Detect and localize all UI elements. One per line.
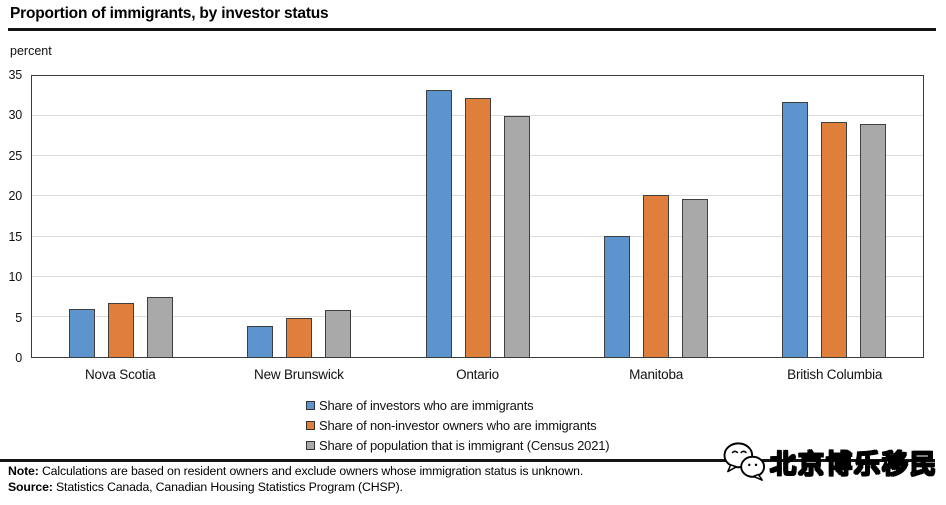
footer-rule [0, 459, 935, 462]
bar [464, 98, 491, 357]
legend-swatch [306, 440, 315, 450]
x-tick-label: Manitoba [629, 367, 684, 382]
y-tick-label: 35 [8, 68, 22, 82]
y-axis-unit-label: percent [10, 44, 52, 58]
note-text: Calculations are based on resident owner… [38, 464, 584, 478]
legend-label: Share of investors who are immigrants [319, 397, 534, 413]
bar [108, 303, 135, 357]
y-tick-label: 20 [8, 189, 22, 204]
y-tick-label: 25 [8, 148, 22, 163]
x-tick-label: New Brunswick [254, 367, 344, 382]
y-axis: 0 5 10 15 20 25 30 35 [0, 68, 26, 365]
legend-swatch [306, 420, 315, 430]
plot-area [31, 75, 924, 358]
bars-layer [32, 76, 923, 357]
bar-group-new-brunswick [247, 76, 352, 357]
bar [681, 198, 708, 357]
bar-group-ontario [425, 76, 530, 357]
legend: Share of investors who are immigrants Sha… [306, 395, 610, 455]
wechat-icon [723, 442, 766, 481]
source: Source: Statistics Canada, Canadian Hous… [8, 480, 403, 494]
source-label: Source: [8, 480, 53, 494]
legend-label: Share of non-investor owners who are imm… [319, 417, 597, 433]
watermark: 北京博乐移民 [722, 441, 938, 483]
bar [503, 116, 530, 357]
note: Note: Calculations are based on resident… [8, 464, 583, 478]
y-tick-label: 0 [15, 351, 22, 365]
legend-label: Share of population that is immigrant (C… [319, 437, 610, 453]
bar [642, 194, 669, 357]
bar [603, 235, 630, 357]
legend-swatch [306, 400, 315, 410]
bar [69, 308, 96, 357]
bar [820, 121, 847, 357]
bar [325, 310, 352, 357]
x-tick-label: Nova Scotia [85, 367, 156, 382]
x-tick-label: British Columbia [787, 367, 883, 382]
bar [781, 101, 808, 357]
legend-item: Share of investors who are immigrants [306, 395, 609, 415]
chart-title: Proportion of immigrants, by investor st… [10, 5, 329, 22]
bar [425, 90, 452, 357]
source-text: Statistics Canada, Canadian Housing Stat… [52, 480, 403, 494]
y-tick-label: 30 [8, 108, 22, 123]
x-tick-label: Ontario [456, 367, 499, 382]
watermark-text: 北京博乐移民 [769, 448, 938, 479]
x-axis: Nova Scotia New Brunswick Ontario Manitoba B… [31, 367, 924, 387]
title-rule [8, 28, 936, 31]
legend-item: Share of population that is immigrant (C… [306, 435, 610, 455]
bar [147, 296, 174, 357]
bar [286, 318, 313, 357]
y-tick-label: 5 [15, 310, 22, 325]
bar-group-manitoba [603, 76, 708, 357]
note-label: Note: [8, 464, 39, 478]
legend-item: Share of non-investor owners who are imm… [306, 415, 609, 435]
y-tick-label: 15 [8, 229, 22, 244]
bar-group-nova-scotia [69, 76, 174, 357]
bar [247, 325, 274, 357]
y-tick-label: 10 [8, 270, 22, 285]
bar [859, 124, 886, 357]
bar-group-british-columbia [781, 76, 886, 357]
